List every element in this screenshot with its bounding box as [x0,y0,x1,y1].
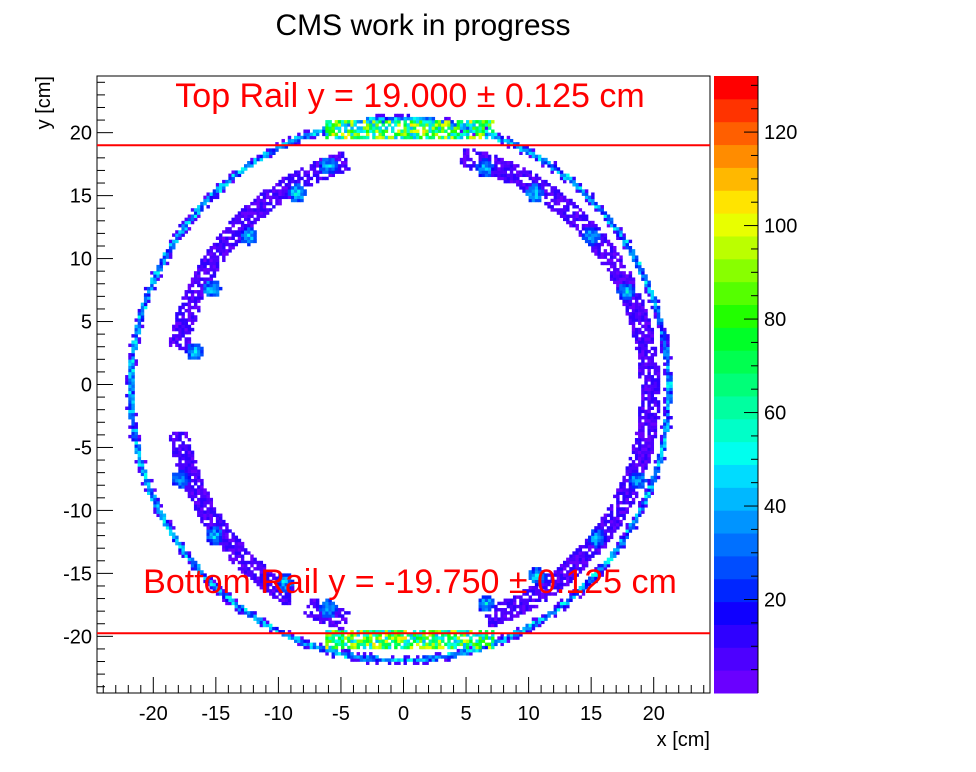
y-axis-title: y [cm] [33,76,55,129]
color-scale-segment [714,258,758,283]
x-tick-label: 5 [460,703,471,725]
y-axis: -20 -15 -10 -5 0 5 10 15 20 [63,81,113,688]
rails [97,144,710,635]
color-scale-segment [714,327,758,351]
color-scale-segment [714,624,758,648]
y-tick-label: -10 [63,500,92,522]
color-scale-segment [714,441,758,465]
x-tick-label: -15 [201,703,230,725]
x-tick-label: 0 [398,703,409,725]
color-scale-segment [714,304,758,328]
x-axis-title: x [cm] [657,729,710,751]
x-axis: -20 -15 -10 -5 0 5 10 15 20 [102,677,705,725]
y-tick-label: -20 [63,626,92,648]
y-tick-label: 10 [70,249,92,271]
y-tick-label: 20 [70,123,92,145]
x-tick-label: 20 [643,703,665,725]
color-scale-tick-label: 100 [764,216,797,238]
color-scale-tick-label: 120 [764,122,797,144]
color-scale-segment [714,76,758,100]
y-tick-label: -15 [63,563,92,585]
bottom-rail-label: Bottom Rail y = -19.750 ± 0.125 cm [143,563,677,601]
color-scale-segment [714,144,758,168]
color-scale-segment [714,647,758,671]
x-tick-label: -5 [332,703,350,725]
color-scale-segment [714,578,758,603]
color-scale-segment [714,670,758,694]
color-scale-axis: 20 40 60 80 100 120 [744,76,797,693]
chart-title: CMS work in progress [275,9,570,42]
color-scale [714,76,758,694]
y-tick-label: 15 [70,186,92,208]
color-scale-segment [714,510,758,534]
color-scale-segment [714,121,758,146]
color-scale-segment [714,235,758,260]
color-scale-segment [714,395,758,420]
x-tick-label: 15 [580,703,602,725]
color-scale-segment [714,281,758,306]
heatmap-cells [125,113,673,665]
color-scale-tick-label: 40 [764,496,786,518]
color-scale-segment [714,533,758,557]
color-scale-segment [714,98,758,123]
color-scale-segment [714,373,758,397]
color-scale-segment [714,213,758,237]
y-tick-label: -5 [74,437,92,459]
top-rail-label: Top Rail y = 19.000 ± 0.125 cm [175,77,644,115]
color-scale-tick-label: 60 [764,403,786,425]
color-scale-segment [714,167,758,191]
color-scale-segment [714,601,758,625]
color-scale-segment [714,555,758,580]
color-scale-segment [714,487,758,511]
color-scale-segment [714,350,758,374]
y-tick-label: 5 [81,312,92,334]
color-scale-tick-label: 80 [764,309,786,331]
color-scale-segment [714,418,758,443]
color-scale-tick-label: 20 [764,590,786,612]
x-tick-label: 10 [517,703,539,725]
color-scale-segment [714,190,758,214]
y-tick-label: 0 [81,375,92,397]
x-tick-label: -10 [264,703,293,725]
color-scale-segment [714,464,758,488]
x-tick-label: -20 [139,703,168,725]
